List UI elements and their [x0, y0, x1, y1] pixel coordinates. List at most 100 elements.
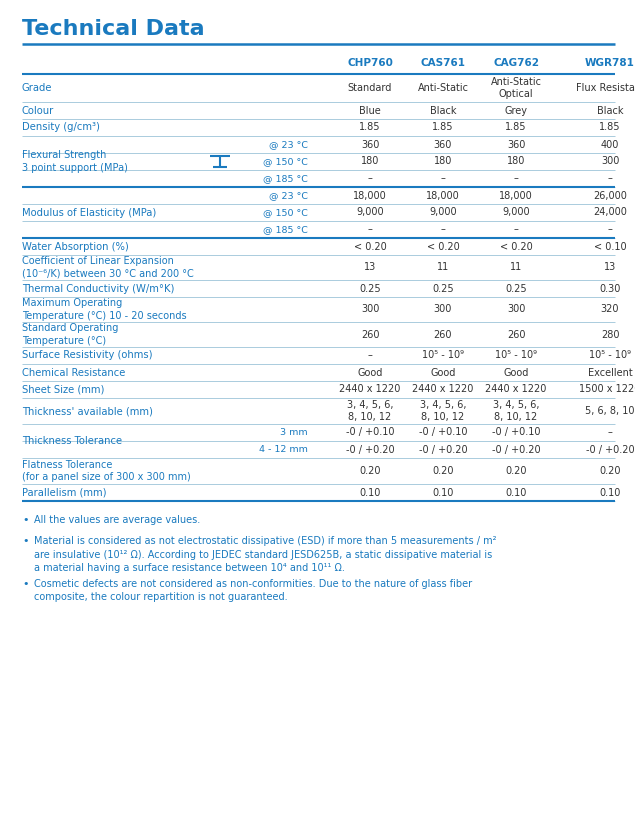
- Text: -0 / +0.10: -0 / +0.10: [418, 427, 467, 437]
- Text: •: •: [22, 536, 29, 546]
- Text: –: –: [608, 173, 612, 183]
- Text: -0 / +0.20: -0 / +0.20: [345, 444, 394, 454]
- Text: WGR781: WGR781: [585, 58, 635, 68]
- Text: 360: 360: [434, 139, 452, 150]
- Text: Good: Good: [504, 367, 529, 378]
- Text: Flexural Strength
3 point support (MPa): Flexural Strength 3 point support (MPa): [22, 150, 128, 173]
- Text: 0.10: 0.10: [599, 488, 620, 497]
- Text: 260: 260: [507, 330, 525, 339]
- Text: –: –: [441, 173, 445, 183]
- Text: < 0.20: < 0.20: [427, 242, 459, 252]
- Text: 10⁵ - 10⁹: 10⁵ - 10⁹: [589, 351, 631, 361]
- Text: Standard: Standard: [348, 83, 392, 93]
- Text: @ 185 °C: @ 185 °C: [263, 174, 308, 183]
- Text: –: –: [368, 225, 373, 234]
- Text: 5, 6, 8, 10: 5, 6, 8, 10: [585, 406, 635, 416]
- Text: 11: 11: [510, 262, 522, 273]
- Text: Material is considered as not electrostatic dissipative (ESD) if more than 5 mea: Material is considered as not electrosta…: [34, 536, 497, 573]
- Text: •: •: [22, 515, 29, 525]
- Text: 13: 13: [604, 262, 616, 273]
- Text: 0.25: 0.25: [432, 283, 454, 294]
- Text: 1.85: 1.85: [505, 122, 527, 133]
- Text: All the values are average values.: All the values are average values.: [34, 515, 200, 525]
- Text: 2440 x 1220: 2440 x 1220: [339, 384, 401, 395]
- Text: Grade: Grade: [22, 83, 53, 93]
- Text: Flux Resistant: Flux Resistant: [575, 83, 635, 93]
- Text: 4 - 12 mm: 4 - 12 mm: [259, 445, 308, 454]
- Text: Grey: Grey: [504, 106, 528, 116]
- Text: 360: 360: [361, 139, 379, 150]
- Text: Good: Good: [358, 367, 383, 378]
- Text: 3, 4, 5, 6,
8, 10, 12: 3, 4, 5, 6, 8, 10, 12: [420, 400, 466, 422]
- Text: 0.10: 0.10: [432, 488, 453, 497]
- Text: @ 23 °C: @ 23 °C: [269, 140, 308, 149]
- Text: 3, 4, 5, 6,
8, 10, 12: 3, 4, 5, 6, 8, 10, 12: [493, 400, 539, 422]
- Text: @ 23 °C: @ 23 °C: [269, 191, 308, 200]
- Text: 400: 400: [601, 139, 619, 150]
- Text: Anti-Static: Anti-Static: [417, 83, 469, 93]
- Text: < 0.20: < 0.20: [500, 242, 532, 252]
- Text: 0.20: 0.20: [599, 466, 621, 476]
- Text: –: –: [514, 225, 518, 234]
- Text: Flatness Tolerance
(for a panel size of 300 x 300 mm): Flatness Tolerance (for a panel size of …: [22, 460, 190, 483]
- Text: –: –: [608, 427, 612, 437]
- Text: –: –: [368, 351, 373, 361]
- Text: 300: 300: [361, 304, 379, 314]
- Text: 9,000: 9,000: [429, 208, 457, 217]
- Text: Chemical Resistance: Chemical Resistance: [22, 367, 125, 378]
- Text: 18,000: 18,000: [426, 190, 460, 200]
- Text: Maximum Operating
Temperature (°C) 10 - 20 seconds: Maximum Operating Temperature (°C) 10 - …: [22, 298, 187, 321]
- Text: 1.85: 1.85: [432, 122, 454, 133]
- Text: -0 / +0.10: -0 / +0.10: [491, 427, 540, 437]
- Text: 300: 300: [507, 304, 525, 314]
- Text: 18,000: 18,000: [353, 190, 387, 200]
- Text: 24,000: 24,000: [593, 208, 627, 217]
- Text: CHP760: CHP760: [347, 58, 393, 68]
- Text: 10⁵ - 10⁹: 10⁵ - 10⁹: [422, 351, 464, 361]
- Text: Excellent: Excellent: [587, 367, 632, 378]
- Text: Density (g/cm³): Density (g/cm³): [22, 122, 100, 133]
- Text: 0.10: 0.10: [505, 488, 526, 497]
- Text: 2440 x 1220: 2440 x 1220: [485, 384, 547, 395]
- Text: Standard Operating
Temperature (°C): Standard Operating Temperature (°C): [22, 323, 118, 346]
- Text: < 0.10: < 0.10: [594, 242, 626, 252]
- Text: 9,000: 9,000: [356, 208, 384, 217]
- Text: 1500 x 1220: 1500 x 1220: [579, 384, 635, 395]
- Text: 3 mm: 3 mm: [281, 428, 308, 437]
- Text: 2440 x 1220: 2440 x 1220: [412, 384, 474, 395]
- Text: •: •: [22, 579, 29, 589]
- Text: 9,000: 9,000: [502, 208, 530, 217]
- Text: Technical Data: Technical Data: [22, 19, 204, 39]
- Text: 3, 4, 5, 6,
8, 10, 12: 3, 4, 5, 6, 8, 10, 12: [347, 400, 393, 422]
- Text: 180: 180: [434, 156, 452, 167]
- Text: Thermal Conductivity (W/m°K): Thermal Conductivity (W/m°K): [22, 283, 175, 294]
- Text: 0.30: 0.30: [599, 283, 620, 294]
- Text: @ 150 °C: @ 150 °C: [263, 157, 308, 166]
- Text: Coefficient of Linear Expansion
(10⁻⁶/K) between 30 °C and 200 °C: Coefficient of Linear Expansion (10⁻⁶/K)…: [22, 256, 194, 279]
- Text: –: –: [514, 173, 518, 183]
- Text: 1.85: 1.85: [359, 122, 381, 133]
- Text: 0.20: 0.20: [359, 466, 381, 476]
- Text: Parallelism (mm): Parallelism (mm): [22, 488, 107, 497]
- Text: 300: 300: [601, 156, 619, 167]
- Text: Blue: Blue: [359, 106, 381, 116]
- Text: 10⁵ - 10⁹: 10⁵ - 10⁹: [495, 351, 537, 361]
- Text: –: –: [608, 225, 612, 234]
- Text: 320: 320: [601, 304, 619, 314]
- Text: < 0.20: < 0.20: [354, 242, 386, 252]
- Text: -0 / +0.20: -0 / +0.20: [491, 444, 540, 454]
- Text: 360: 360: [507, 139, 525, 150]
- Text: CAG762: CAG762: [493, 58, 539, 68]
- Text: Water Absorption (%): Water Absorption (%): [22, 242, 129, 252]
- Text: Black: Black: [430, 106, 457, 116]
- Text: 300: 300: [434, 304, 452, 314]
- Text: 260: 260: [434, 330, 452, 339]
- Text: @ 150 °C: @ 150 °C: [263, 208, 308, 217]
- Text: -0 / +0.10: -0 / +0.10: [345, 427, 394, 437]
- Text: Thickness' available (mm): Thickness' available (mm): [22, 406, 153, 416]
- Text: –: –: [441, 225, 445, 234]
- Text: Surface Resistivity (ohms): Surface Resistivity (ohms): [22, 351, 152, 361]
- Text: 0.10: 0.10: [359, 488, 381, 497]
- Text: Good: Good: [431, 367, 456, 378]
- Text: 180: 180: [507, 156, 525, 167]
